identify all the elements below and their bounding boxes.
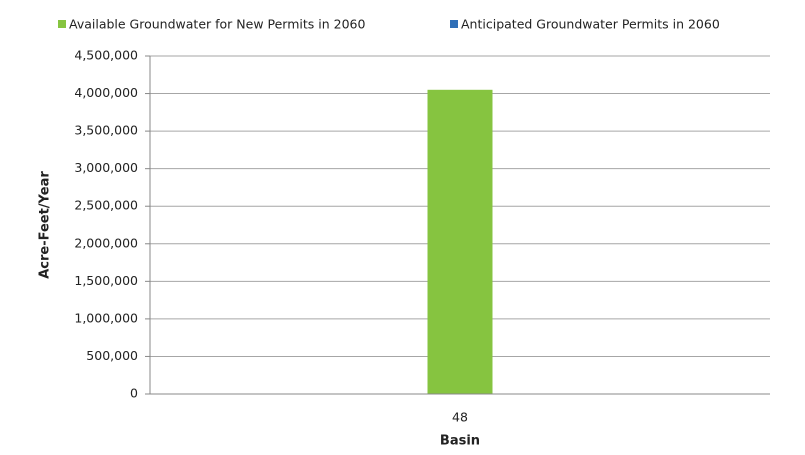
- bar: [427, 89, 493, 395]
- y-tick-label: 1,000,000: [74, 310, 138, 325]
- x-tick-label: 48: [452, 410, 468, 425]
- y-tick-label: 1,500,000: [74, 273, 138, 288]
- y-tick-label: 500,000: [86, 348, 138, 363]
- legend-swatch: [450, 20, 458, 28]
- y-axis-label: Acre-Feet/Year: [38, 171, 53, 279]
- y-tick-label: 3,500,000: [74, 123, 138, 138]
- legend-swatch: [58, 20, 66, 28]
- y-tick-label: 0: [130, 386, 138, 401]
- legend-label: Anticipated Groundwater Permits in 2060: [461, 17, 720, 32]
- y-tick-label: 4,000,000: [74, 85, 138, 100]
- x-axis-label: Basin: [440, 434, 480, 449]
- legend-label: Available Groundwater for New Permits in…: [69, 17, 365, 32]
- y-tick-label: 4,500,000: [74, 48, 138, 63]
- y-tick-label: 2,000,000: [74, 235, 138, 250]
- y-tick-label: 3,000,000: [74, 160, 138, 175]
- y-tick-label: 2,500,000: [74, 198, 138, 213]
